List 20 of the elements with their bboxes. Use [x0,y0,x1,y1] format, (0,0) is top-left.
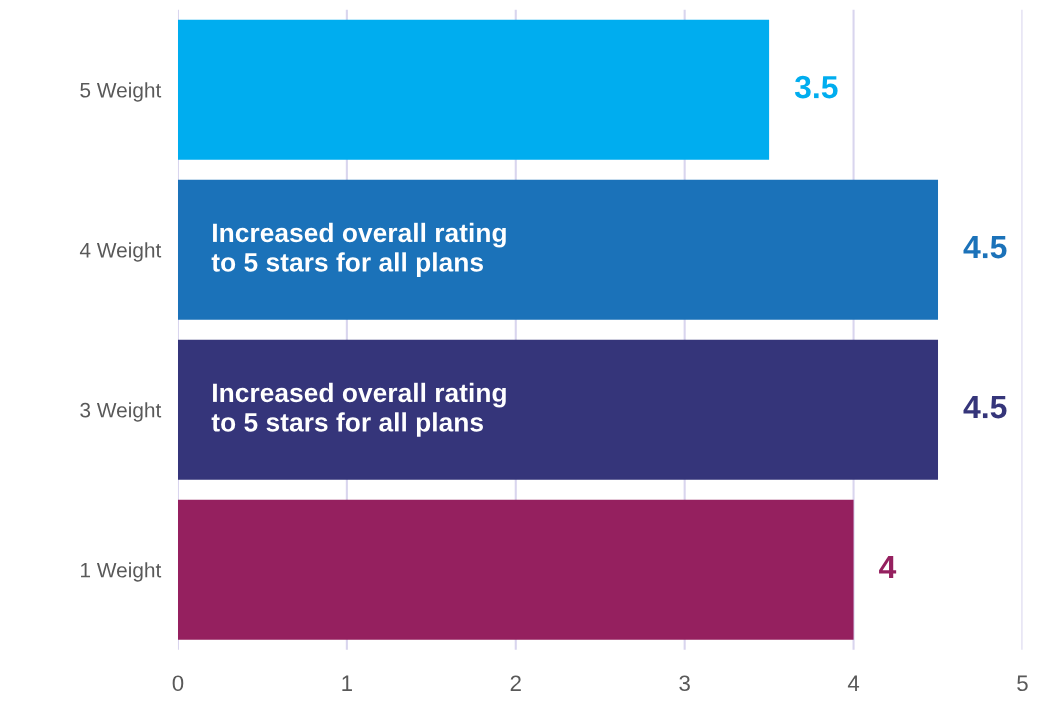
x-tick-label: 1 [342,675,352,691]
annotation: Increased overall rating to 5 stars for all plans [211,382,506,437]
x-tick-label: 2 [510,675,521,691]
x-tick-label: 3 [679,675,690,692]
x-tick-label: 5 [1017,675,1028,692]
bar [177,499,854,640]
data-label: 4.5 [963,236,1007,259]
y-tick-label: 1 Weight [81,562,162,582]
x-tick-label: 0 [172,675,184,692]
y-tick-label: 4 Weight [79,242,162,262]
bar [177,339,939,480]
x-tick-label: 4 [847,675,860,691]
data-label: 4.5 [963,396,1007,419]
bar [177,179,939,320]
y-tick-label: 5 Weight [80,82,162,102]
annotation: Increased overall rating to 5 stars for all plans [211,222,506,277]
data-label: 3.5 [794,75,838,99]
bar [177,19,770,160]
y-tick-label: 3 Weight [80,402,162,422]
data-label: 4 [879,556,897,579]
